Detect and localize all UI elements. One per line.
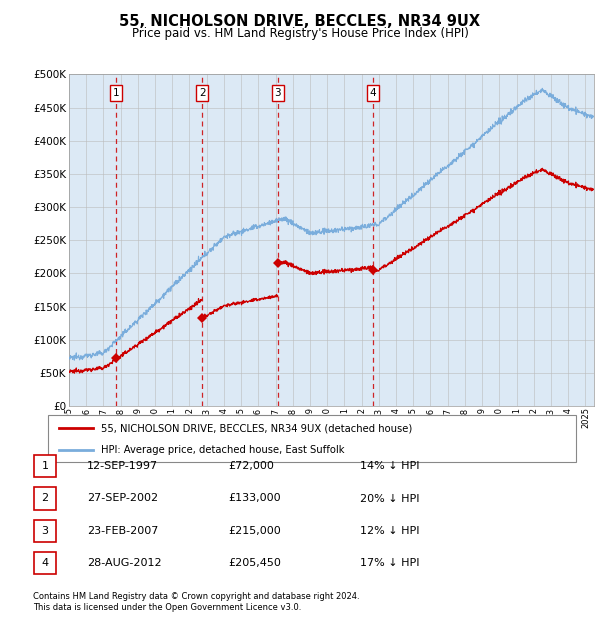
Text: 55, NICHOLSON DRIVE, BECCLES, NR34 9UX: 55, NICHOLSON DRIVE, BECCLES, NR34 9UX — [119, 14, 481, 29]
Text: £205,450: £205,450 — [228, 558, 281, 568]
Text: 12% ↓ HPI: 12% ↓ HPI — [360, 526, 419, 536]
FancyBboxPatch shape — [34, 552, 56, 574]
FancyBboxPatch shape — [34, 487, 56, 510]
Text: £133,000: £133,000 — [228, 494, 281, 503]
Text: 20% ↓ HPI: 20% ↓ HPI — [360, 494, 419, 503]
Text: This data is licensed under the Open Government Licence v3.0.: This data is licensed under the Open Gov… — [33, 603, 301, 612]
Text: 4: 4 — [370, 88, 376, 98]
Text: 4: 4 — [41, 558, 49, 568]
Text: 55, NICHOLSON DRIVE, BECCLES, NR34 9UX (detached house): 55, NICHOLSON DRIVE, BECCLES, NR34 9UX (… — [101, 423, 412, 433]
Text: 1: 1 — [41, 461, 49, 471]
Text: 1: 1 — [112, 88, 119, 98]
Text: 28-AUG-2012: 28-AUG-2012 — [87, 558, 161, 568]
Text: 14% ↓ HPI: 14% ↓ HPI — [360, 461, 419, 471]
FancyBboxPatch shape — [48, 415, 576, 462]
Text: Price paid vs. HM Land Registry's House Price Index (HPI): Price paid vs. HM Land Registry's House … — [131, 27, 469, 40]
FancyBboxPatch shape — [34, 455, 56, 477]
Text: HPI: Average price, detached house, East Suffolk: HPI: Average price, detached house, East… — [101, 445, 344, 455]
Text: £72,000: £72,000 — [228, 461, 274, 471]
Text: 2: 2 — [199, 88, 206, 98]
FancyBboxPatch shape — [34, 520, 56, 542]
Text: 3: 3 — [41, 526, 49, 536]
Text: 23-FEB-2007: 23-FEB-2007 — [87, 526, 158, 536]
Text: 17% ↓ HPI: 17% ↓ HPI — [360, 558, 419, 568]
Text: Contains HM Land Registry data © Crown copyright and database right 2024.: Contains HM Land Registry data © Crown c… — [33, 592, 359, 601]
Text: 12-SEP-1997: 12-SEP-1997 — [87, 461, 158, 471]
Text: 3: 3 — [275, 88, 281, 98]
Text: 2: 2 — [41, 494, 49, 503]
Text: £215,000: £215,000 — [228, 526, 281, 536]
Text: 27-SEP-2002: 27-SEP-2002 — [87, 494, 158, 503]
